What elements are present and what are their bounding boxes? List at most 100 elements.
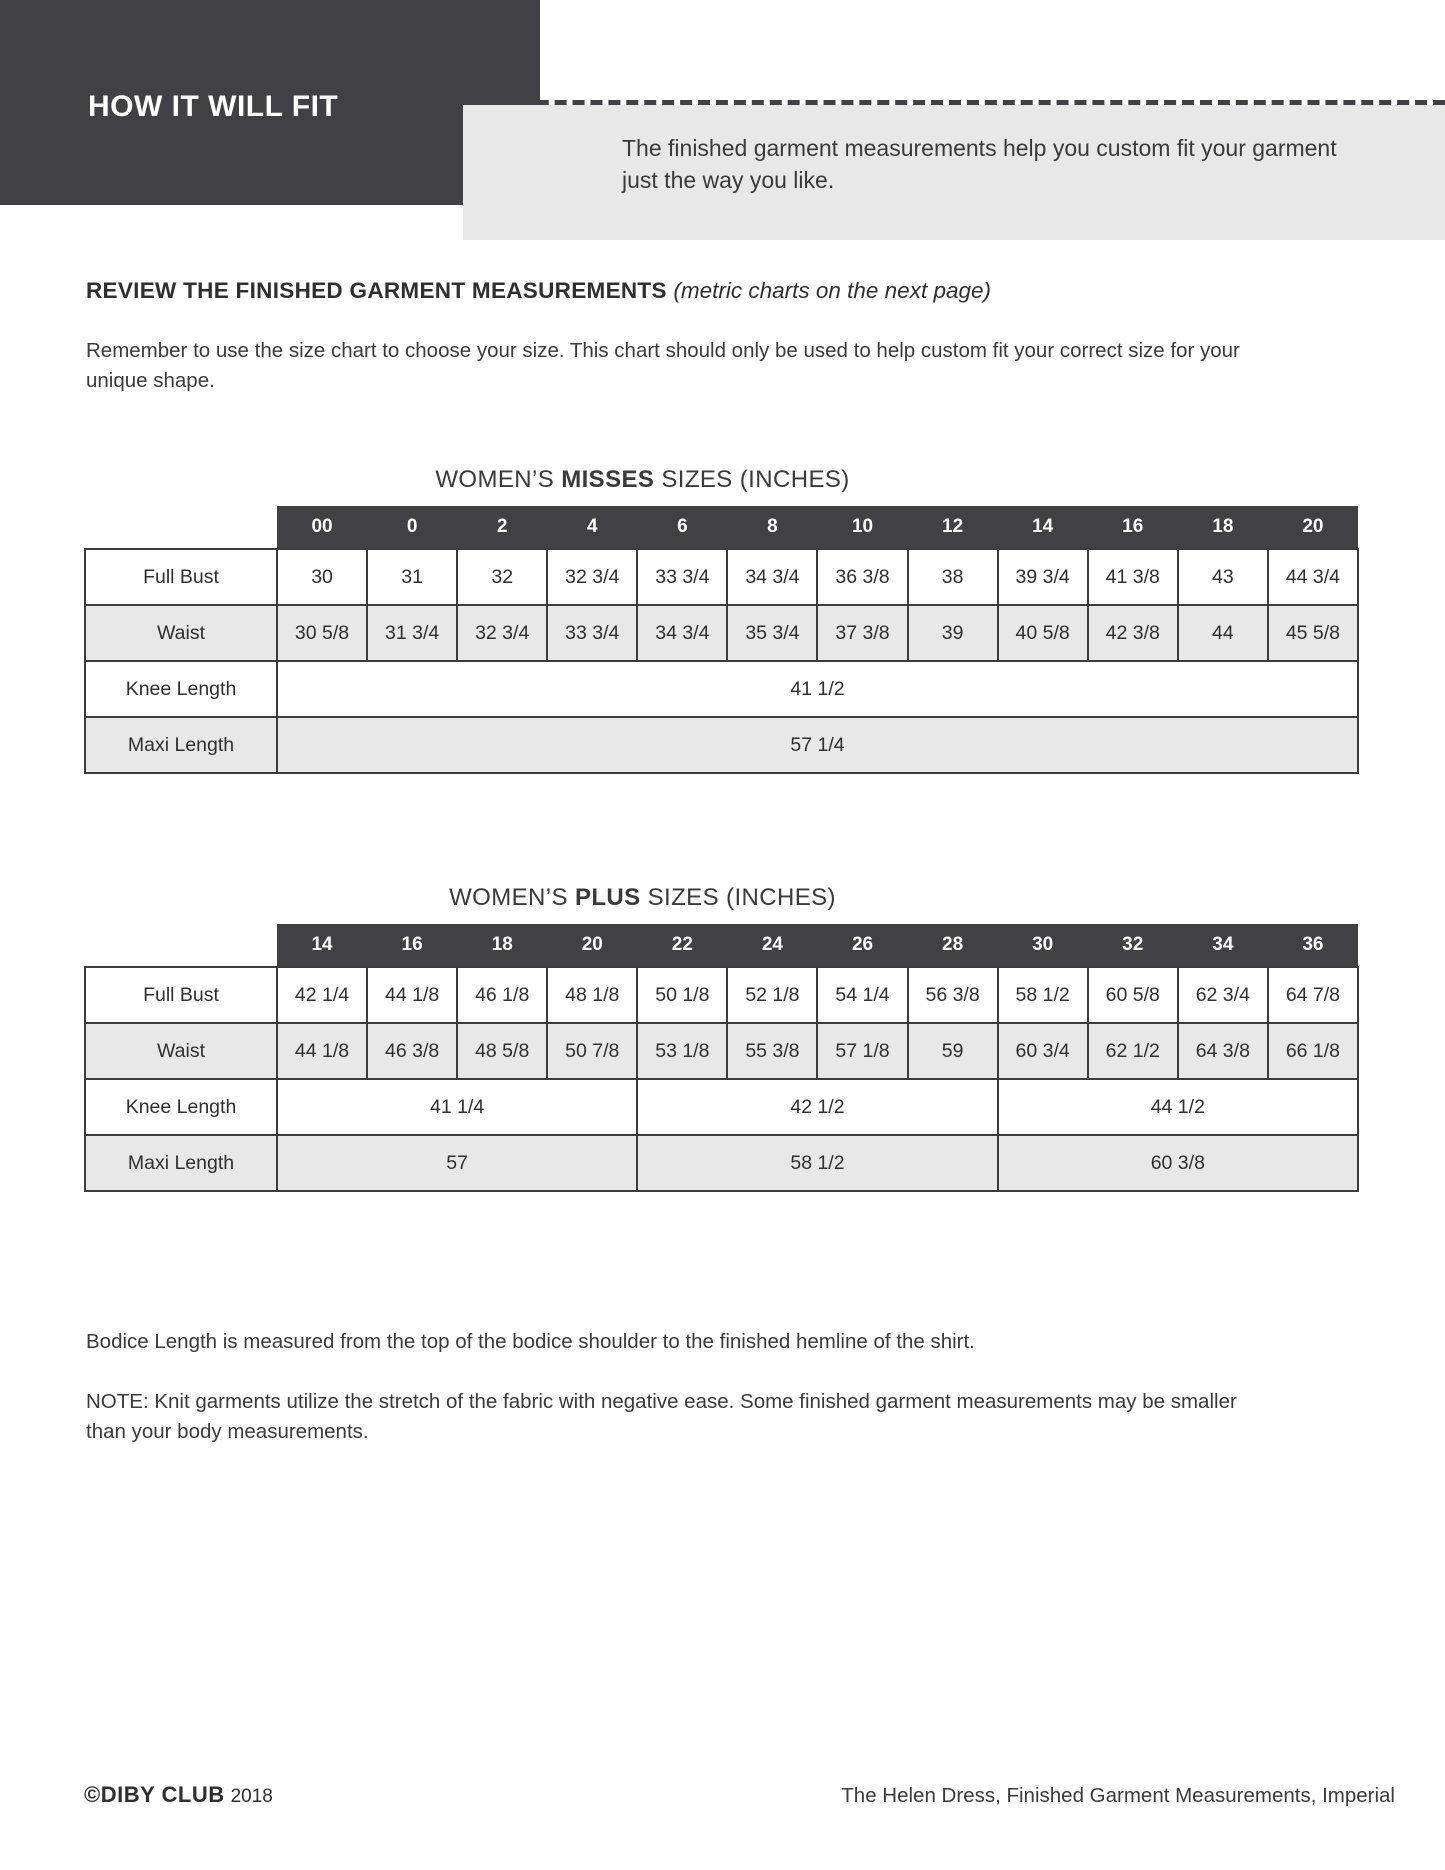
table-row: Full Bust 42 1/4 44 1/8 46 1/8 48 1/8 50 1/8 5… (84, 966, 1360, 1024)
plus-cell-3-2: 60 3/8 (996, 1134, 1360, 1192)
plus-size-header-18: 18 (457, 924, 548, 967)
misses-size-header-4: 4 (547, 506, 638, 549)
misses-cell-1-8: 40 5/8 (996, 604, 1089, 662)
section-heading-note: (metric charts on the next page) (673, 278, 991, 303)
table-row: Knee Length 41 1/2 (84, 660, 1359, 718)
page-header: HOW IT WILL FIT The finished garment mea… (0, 0, 1445, 250)
misses-size-header-00: 00 (277, 506, 368, 549)
copyright-icon: © (84, 1782, 101, 1807)
plus-size-header-16: 16 (367, 924, 458, 967)
bodice-length-note: Bodice Length is measured from the top o… (86, 1330, 975, 1353)
plus-cell-0-1: 44 1/8 (366, 966, 459, 1024)
plus-cell-1-10: 64 3/8 (1176, 1022, 1269, 1080)
misses-title-prefix: WOMEN’S (435, 466, 562, 493)
misses-cell-0-4: 33 3/4 (636, 548, 729, 606)
plus-size-chart: 14 16 18 20 22 24 26 28 30 32 34 36 Full Bust 42 1/4… (84, 924, 1360, 1192)
plus-cell-0-5: 52 1/8 (726, 966, 819, 1024)
plus-row-label-1: Waist (84, 1022, 278, 1080)
misses-size-header-0: 0 (367, 506, 458, 549)
plus-cell-0-2: 46 1/8 (456, 966, 549, 1024)
plus-cell-3-1: 58 1/2 (636, 1134, 999, 1192)
table-row: Full Bust 30 31 32 32 3/4 33 3/4 34 3/4 36 3/8 3… (84, 548, 1360, 606)
header-dashed-divider (465, 100, 1445, 106)
plus-cell-0-6: 54 1/4 (816, 966, 909, 1024)
plus-cell-0-0: 42 1/4 (275, 966, 369, 1024)
plus-cell-1-2: 48 5/8 (456, 1022, 549, 1080)
misses-table: 00 0 2 4 6 8 10 12 14 16 18 20 Full Bust 30 31 32 32 3/… (84, 506, 1360, 774)
misses-cell-1-6: 37 3/8 (816, 604, 909, 662)
plus-size-header-30: 30 (997, 924, 1088, 967)
plus-cell-1-3: 50 7/8 (546, 1022, 639, 1080)
plus-row-label-2: Knee Length (84, 1078, 278, 1136)
misses-size-chart: 00 0 2 4 6 8 10 12 14 16 18 20 Full Bust 30 31 32 32 3/… (84, 506, 1360, 774)
plus-title-suffix: SIZES (INCHES) (640, 884, 836, 911)
table-row: Waist 30 5/8 31 3/4 32 3/4 33 3/4 34 3/4 35 3/… (84, 604, 1360, 662)
misses-cell-0-1: 31 (366, 548, 459, 606)
plus-cell-1-6: 57 1/8 (816, 1022, 909, 1080)
table-row: Waist 44 1/8 46 3/8 48 5/8 50 7/8 53 1/8 55 3/… (84, 1022, 1360, 1080)
plus-cell-2-1: 42 1/2 (636, 1078, 999, 1136)
misses-cell-0-11: 44 3/4 (1266, 548, 1360, 606)
plus-cell-1-5: 55 3/8 (726, 1022, 819, 1080)
plus-cell-0-7: 56 3/8 (906, 966, 999, 1024)
misses-cell-1-10: 44 (1176, 604, 1269, 662)
misses-cell-1-11: 45 5/8 (1266, 604, 1360, 662)
plus-cell-1-7: 59 (906, 1022, 999, 1080)
table-row: Knee Length 41 1/4 42 1/2 44 1/2 (84, 1078, 1360, 1136)
plus-cell-0-3: 48 1/8 (546, 966, 639, 1024)
table-row: Maxi Length 57 58 1/2 60 3/8 (84, 1134, 1360, 1192)
misses-size-header-14: 14 (997, 506, 1088, 549)
misses-title-suffix: SIZES (INCHES) (654, 466, 850, 493)
plus-cell-0-9: 60 5/8 (1086, 966, 1179, 1024)
plus-table: 14 16 18 20 22 24 26 28 30 32 34 36 Full Bust 42 1/4… (84, 924, 1360, 1192)
plus-cell-0-8: 58 1/2 (996, 966, 1089, 1024)
plus-size-header-36: 36 (1267, 924, 1358, 967)
header-dark-panel (0, 0, 540, 205)
plus-cell-2-0: 41 1/4 (275, 1078, 639, 1136)
table-row: Maxi Length 57 1/4 (84, 716, 1359, 774)
misses-size-header-16: 16 (1087, 506, 1178, 549)
misses-size-header-18: 18 (1177, 506, 1268, 549)
misses-size-header-8: 8 (727, 506, 818, 549)
plus-table-body: Full Bust 42 1/4 44 1/8 46 1/8 48 1/8 50 1/8 5… (84, 966, 1360, 1192)
misses-cell-2-0: 41 1/2 (276, 660, 1359, 718)
plus-size-header-28: 28 (907, 924, 998, 967)
misses-cell-1-5: 35 3/4 (726, 604, 819, 662)
misses-size-header-6: 6 (637, 506, 728, 549)
misses-cell-0-9: 41 3/8 (1086, 548, 1179, 606)
plus-cell-3-0: 57 (275, 1134, 639, 1192)
plus-size-header-14: 14 (277, 924, 368, 967)
misses-table-body: Full Bust 30 31 32 32 3/4 33 3/4 34 3/4 36 3/8 3… (84, 548, 1360, 774)
misses-size-header-2: 2 (457, 506, 548, 549)
misses-cell-0-2: 32 (456, 548, 549, 606)
misses-cell-1-3: 33 3/4 (546, 604, 639, 662)
misses-cell-1-7: 39 (906, 604, 999, 662)
plus-row-label-3: Maxi Length (84, 1134, 278, 1192)
plus-size-header-32: 32 (1087, 924, 1178, 967)
plus-size-header-22: 22 (637, 924, 728, 967)
misses-cell-1-2: 32 3/4 (456, 604, 549, 662)
plus-size-header-24: 24 (727, 924, 818, 967)
page-title: HOW IT WILL FIT (88, 90, 339, 123)
plus-cell-0-11: 64 7/8 (1266, 966, 1360, 1024)
section-paragraph: Remember to use the size chart to choose… (86, 339, 1240, 392)
plus-cell-2-2: 44 1/2 (996, 1078, 1360, 1136)
misses-size-header-20: 20 (1267, 506, 1358, 549)
plus-size-header-34: 34 (1177, 924, 1268, 967)
copyright-year: 2018 (230, 1786, 273, 1807)
misses-row-label-1: Waist (84, 604, 278, 662)
misses-title-emphasis: MISSES (561, 466, 655, 493)
misses-table-title: WOMEN’S MISSES SIZES (INCHES) (0, 466, 1365, 494)
misses-header-row: 00 0 2 4 6 8 10 12 14 16 18 20 (85, 506, 1358, 549)
misses-cell-1-4: 34 3/4 (636, 604, 729, 662)
plus-title-prefix: WOMEN’S (449, 884, 575, 911)
misses-cell-0-0: 30 (275, 548, 369, 606)
misses-cell-0-8: 39 3/4 (996, 548, 1089, 606)
plus-cell-1-1: 46 3/8 (366, 1022, 459, 1080)
section-heading-main: REVIEW THE FINISHED GARMENT MEASUREMENTS (86, 278, 667, 303)
misses-cell-1-0: 30 5/8 (275, 604, 369, 662)
misses-row-label-0: Full Bust (84, 548, 278, 606)
misses-row-label-3: Maxi Length (84, 716, 278, 774)
plus-cell-1-8: 60 3/4 (996, 1022, 1089, 1080)
plus-cell-1-0: 44 1/8 (275, 1022, 369, 1080)
